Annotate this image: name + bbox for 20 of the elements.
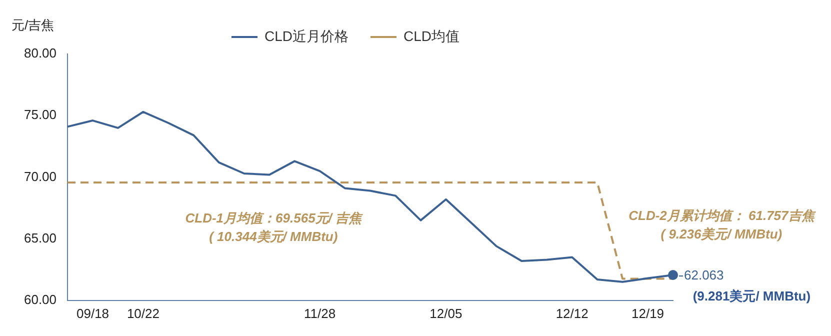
y-tick-label: 75.00 (24, 107, 57, 122)
x-tick-label: 11/28 (304, 306, 336, 321)
x-tick-label: 10/22 (126, 306, 160, 321)
annotation: CLD-1月均值：69.565元/ 吉焦 (185, 210, 364, 226)
legend-label: CLD近月价格 (264, 28, 349, 44)
y-axis-title: 元/吉焦 (12, 18, 54, 33)
x-tick-label: 09/18 (76, 306, 110, 321)
y-tick-label: 70.00 (24, 168, 57, 184)
x-tick-label: 12/05 (430, 306, 462, 321)
y-tick-label: 80.00 (24, 46, 57, 61)
legend-label: CLD均值 (404, 28, 460, 44)
x-tick-label: 12/19 (632, 306, 664, 321)
y-tick-label: 65.00 (24, 230, 57, 246)
annotation: ( 9.236美元/ MMBtu) (660, 226, 782, 242)
x-tick-label: 12/12 (556, 306, 588, 321)
text: (9.281美元/ MMBtu) (692, 288, 811, 304)
y-tick-label: 60.00 (24, 292, 57, 307)
annotation: ( 10.344美元/ MMBtu) (209, 229, 338, 244)
data-label: 62.063 (684, 268, 724, 283)
annotation: CLD-2月累计均值： 61.757吉焦 (628, 208, 816, 224)
